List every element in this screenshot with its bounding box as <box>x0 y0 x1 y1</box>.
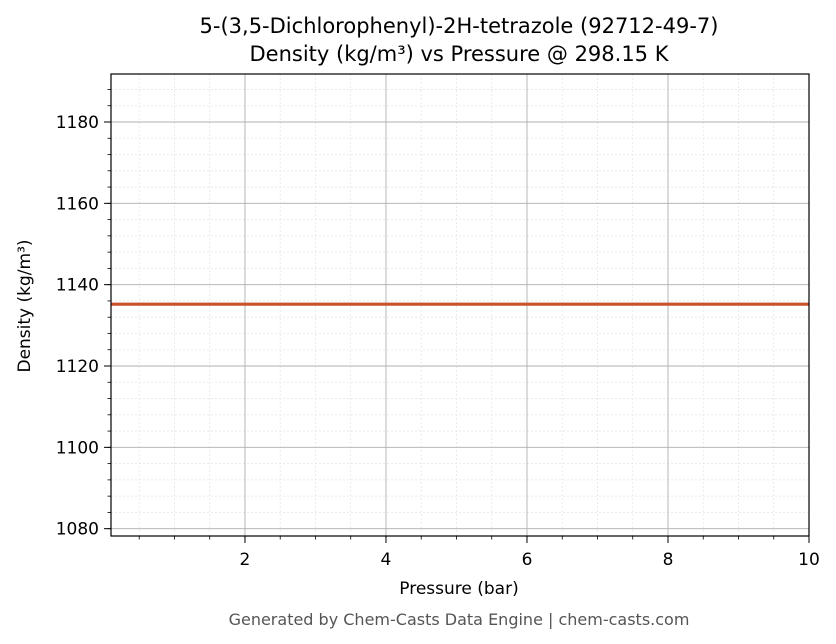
y-tick-label: 1100 <box>56 438 99 458</box>
y-axis-label: Density (kg/m³) <box>15 239 35 372</box>
plot-frame <box>110 73 810 537</box>
y-tick-label: 1080 <box>56 520 99 540</box>
footer-credit: Generated by Chem-Casts Data Engine | ch… <box>229 610 690 629</box>
axis-ticks <box>104 89 810 543</box>
axis-tick-labels: 2 4 6 8 10 1080 1100 1120 1140 1160 1180 <box>56 113 820 570</box>
chart-title-line2: Density (kg/m³) vs Pressure @ 298.15 K <box>249 42 669 66</box>
y-tick-label: 1120 <box>56 357 99 377</box>
chart-title-line1: 5-(3,5-Dichlorophenyl)-2H-tetrazole (927… <box>200 14 719 38</box>
y-tick-label: 1180 <box>56 113 99 133</box>
x-tick-label: 8 <box>663 550 674 570</box>
x-tick-label: 4 <box>381 550 392 570</box>
y-tick-label: 1160 <box>56 194 99 214</box>
x-tick-label: 2 <box>240 550 251 570</box>
y-tick-label: 1140 <box>56 276 99 296</box>
x-tick-label: 6 <box>522 550 533 570</box>
x-axis-label: Pressure (bar) <box>399 579 518 599</box>
x-tick-label: 10 <box>798 550 820 570</box>
